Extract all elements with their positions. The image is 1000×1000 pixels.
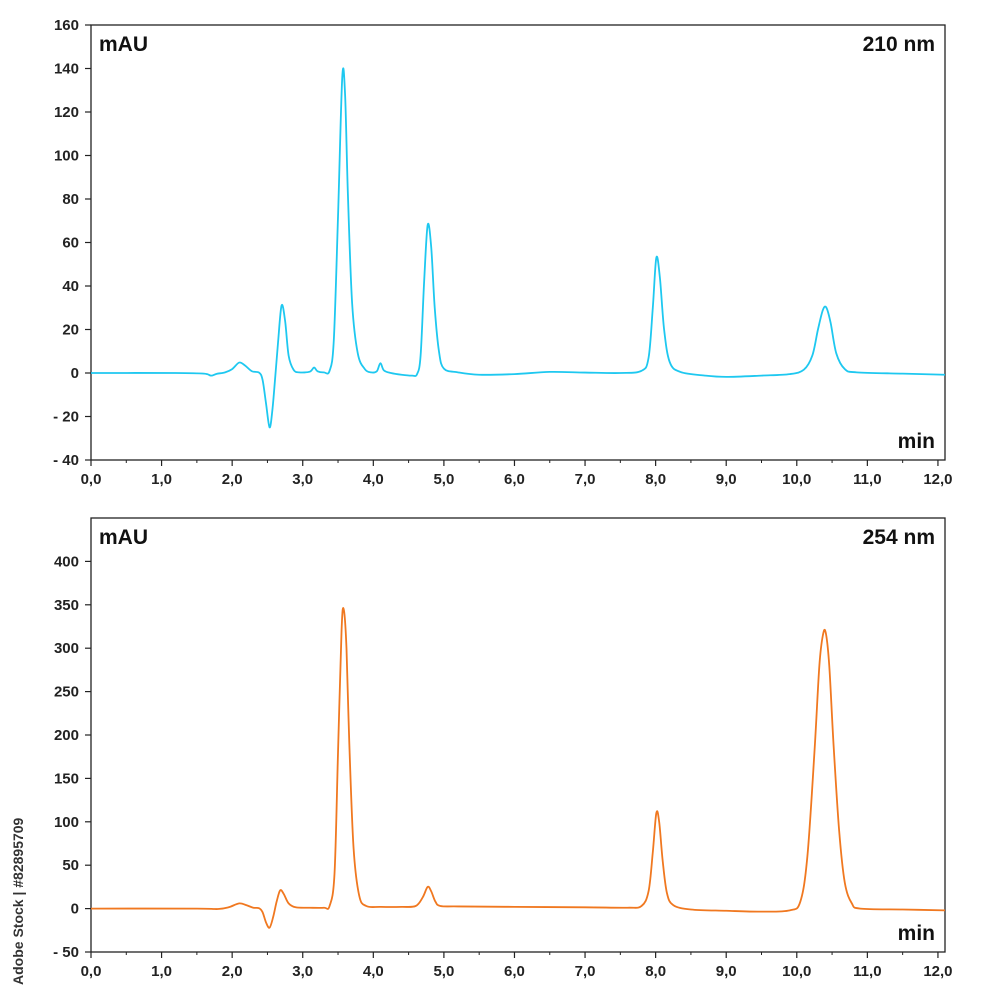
chart-0-y-tick-label: 40 [62,278,79,295]
chart-0-x-tick-label: 3,0 [292,471,313,488]
chart-panel-210nm: 160 140 120 100 80 60 40 20 0 - 20 - 400,0 1,0 2,0 3,… [53,17,952,488]
chart-1-x-tick-label: 3,0 [292,963,313,980]
chart-1-x-tick-label: 7,0 [575,963,596,980]
chart-1-x-tick-label: 1,0 [151,963,172,980]
stock-id-watermark: Adobe Stock | #82895709 [10,817,26,985]
chart-0-plot-frame [90,24,946,461]
chart-1-x-tick-label: 0,0 [81,963,102,980]
chart-0-y-tick-label: 80 [62,191,79,208]
chart-1-y-tick-label: 0 [71,901,79,918]
chart-0-y-tick-label: 160 [54,17,79,34]
chart-0-x-tick-label: 8,0 [645,471,666,488]
chart-1-y-unit-label: mAU [99,526,148,549]
chart-1-x-tick-label: 6,0 [504,963,525,980]
chart-1-x-tick-label: 11,0 [853,963,881,980]
chart-0-x-tick-label: 4,0 [363,471,384,488]
chart-1-x-tick-label: 4,0 [363,963,384,980]
chart-1-y-tick-label: 300 [54,640,79,657]
chart-0-y-tick-label: 60 [62,235,79,252]
chart-0-y-tick-label: - 40 [53,452,79,469]
chart-0-x-tick-label: 10,0 [782,471,811,488]
chart-0-x-tick-label: 11,0 [853,471,881,488]
chart-1-x-tick-label: 10,0 [782,963,811,980]
chart-0-y-tick-label: 140 [54,61,79,78]
chart-1-y-tick-label: - 50 [53,944,79,961]
chart-1-y-tick-label: 150 [54,770,79,787]
chart-1-y-tick-label: 200 [54,727,79,744]
chart-1-x-unit-label: min [898,922,935,945]
chart-0-x-unit-label: min [898,430,935,453]
chart-1-x-tick-label: 2,0 [222,963,243,980]
chart-0-x-tick-label: 5,0 [433,471,454,488]
chart-1-wavelength-label: 254 nm [863,526,935,549]
chart-0-x-tick-label: 0,0 [81,471,102,488]
chart-0-y-unit-label: mAU [99,33,148,56]
chart-0-x-tick-label: 1,0 [151,471,172,488]
chart-0-y-tick-label: 20 [62,322,79,339]
chart-0-y-tick-label: 0 [71,365,79,382]
chart-1-x-tick-label: 9,0 [716,963,737,980]
chart-0-y-tick-label: - 20 [53,409,79,426]
chart-0-x-tick-label: 7,0 [575,471,596,488]
chart-1-y-tick-label: 350 [54,597,79,614]
chart-panel-254nm: 400 350 300 250 200 150 100 50 0 - 500,0 1,0 2,0 3,0… [53,517,953,980]
chart-1-x-tick-label: 5,0 [433,963,454,980]
chart-0-y-tick-label: 100 [54,148,79,165]
chart-0-x-tick-label: 6,0 [504,471,525,488]
chart-0-series-line-0 [90,67,946,429]
chart-1-x-tick-label: 8,0 [645,963,666,980]
chart-0-wavelength-label: 210 nm [863,33,935,56]
chart-1-y-tick-label: 50 [62,857,79,874]
chart-1-y-tick-label: 100 [54,814,79,831]
chart-1-x-tick-label: 12,0 [923,963,952,980]
chart-1-y-tick-label: 250 [54,684,79,701]
chart-0-x-tick-label: 9,0 [716,471,737,488]
chart-1-plot-frame [90,517,946,953]
chart-1-series-line-0 [90,607,946,929]
chart-0-y-tick-label: 120 [54,104,79,121]
chart-0-x-tick-label: 12,0 [923,471,952,488]
chart-0-x-tick-label: 2,0 [222,471,243,488]
chart-1-y-tick-label: 400 [54,553,79,570]
